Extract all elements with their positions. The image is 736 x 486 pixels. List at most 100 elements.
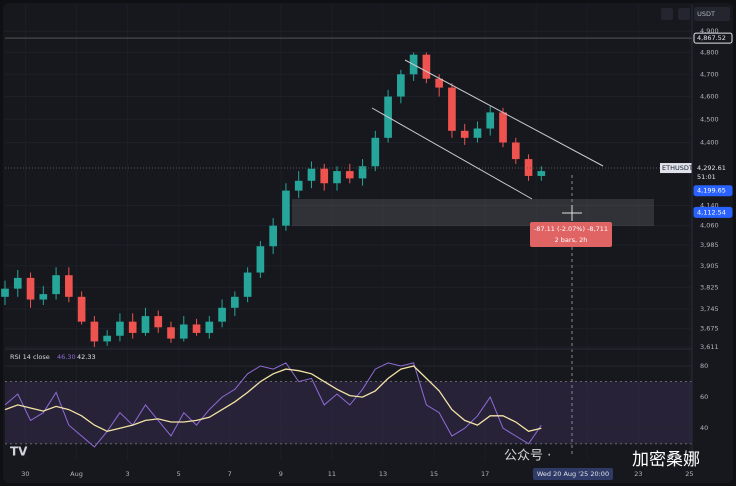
candle-body [320, 168, 329, 184]
rsi-tick-label: 80 [700, 362, 708, 370]
symbol-box [660, 163, 692, 174]
x-tick-label: 25 [685, 470, 693, 478]
candle-body [371, 137, 380, 167]
y-tick-label: 4,400 [700, 139, 719, 147]
x-tick-label: 15 [430, 470, 438, 478]
x-tick-label: 23 [634, 470, 642, 478]
x-tick-label: 17 [481, 470, 489, 478]
candle-body [179, 324, 188, 339]
rsi-ma-value: 42.33 [77, 353, 96, 361]
candle-body [218, 307, 226, 322]
candle-body [192, 324, 201, 333]
symbol-label: ETHUSDT [662, 164, 693, 172]
y-tick-label: 3,611 [700, 343, 719, 351]
candle-body [524, 159, 533, 176]
rsi-line [4, 362, 542, 448]
y-tick-label: 4,500 [700, 115, 719, 123]
y-tick-label: 3,905 [700, 262, 719, 270]
channel-line [371, 107, 533, 200]
candle-body [243, 272, 252, 297]
candle-body [52, 275, 60, 295]
candle-body [397, 74, 405, 97]
x-tick-label: 9 [279, 470, 283, 478]
price-label-box [693, 185, 733, 197]
x-tick-label: 30 [21, 470, 29, 478]
candle-body [256, 246, 265, 273]
candle-body [103, 335, 111, 342]
candle-body [269, 225, 277, 247]
y-tick-label: 4,800 [700, 49, 719, 57]
candle-body [65, 275, 73, 297]
measure-span: 2 bars, 2h [555, 236, 588, 244]
y-tick-label: 3,745 [700, 305, 719, 313]
y-tick-label: 4,060 [700, 222, 719, 230]
y-tick-label: 3,985 [700, 241, 719, 249]
candle-body [26, 277, 35, 300]
y-tick-label: 4,600 [700, 93, 719, 101]
candle-body [486, 112, 495, 129]
x-tick-label: Aug [70, 470, 83, 478]
x-tick-label: 5 [177, 470, 181, 478]
candle-body [167, 327, 175, 339]
x-tick-label: 13 [379, 470, 387, 478]
zone-box [292, 199, 654, 226]
price-label-box [693, 206, 733, 218]
candle-body [448, 87, 456, 131]
candle-body [90, 321, 99, 342]
currency[interactable]: USDT [697, 10, 715, 18]
toolbar-button[interactable] [678, 8, 690, 20]
last-price-label: 4,292.61 [697, 164, 726, 172]
candle-body [141, 316, 150, 333]
candle-body [537, 171, 546, 176]
candle-body [282, 190, 290, 226]
countdown: 51:01 [697, 173, 716, 181]
measure-change: -87.11 (-2.07%) -8,711 [534, 225, 608, 233]
price-label: 4,867.52 [697, 34, 726, 42]
candle-body [460, 130, 469, 138]
y-tick-label: 3,675 [700, 325, 719, 333]
candle-body [473, 128, 482, 138]
x-tick-label: 7 [228, 470, 232, 478]
candle-body [345, 171, 354, 179]
logo: TV [10, 445, 28, 459]
candle-body [1, 288, 9, 297]
candle-body [435, 78, 443, 88]
currency-select[interactable] [694, 7, 730, 21]
candle-body [333, 171, 341, 184]
candle-body [39, 294, 48, 300]
candle-body [128, 321, 137, 333]
price-label: 4,199.65 [697, 187, 726, 195]
measure-box [530, 222, 612, 247]
y-tick-label: 4,900 [700, 27, 719, 35]
last-price-box [694, 163, 732, 184]
y-tick-label: 4,140 [700, 201, 719, 209]
candle-body [511, 142, 520, 160]
candle-body [205, 321, 214, 333]
price-label-box [693, 32, 733, 44]
rsi-tick-label: 60 [700, 393, 708, 401]
time-label-box [533, 468, 613, 480]
rsi-value: 46.30 [57, 353, 76, 361]
watermark-left: 公众号 · [504, 449, 551, 464]
y-tick-label: 4,700 [700, 70, 719, 78]
watermark-right: 加密桑娜 [632, 450, 700, 470]
candle-body [77, 296, 86, 322]
crosshair-time: Wed 20 Aug '25 20:00 [537, 470, 609, 478]
candle-body [422, 54, 431, 79]
x-tick-label: 3 [126, 470, 130, 478]
rsi-tick-label: 40 [700, 424, 708, 432]
candle-body [231, 296, 239, 308]
candle-body [307, 168, 316, 181]
candle-body [116, 321, 124, 336]
candle-body [13, 277, 22, 289]
candle-body [358, 166, 367, 179]
rsi-band [5, 381, 692, 444]
rsi-line [4, 365, 542, 433]
candle-body [154, 316, 163, 328]
y-tick-label: 3,825 [700, 283, 719, 291]
rsi-title: RSI 14 close [10, 353, 50, 361]
x-tick-label: 11 [328, 470, 336, 478]
chart-background [3, 3, 733, 483]
toolbar-button[interactable] [661, 8, 673, 20]
